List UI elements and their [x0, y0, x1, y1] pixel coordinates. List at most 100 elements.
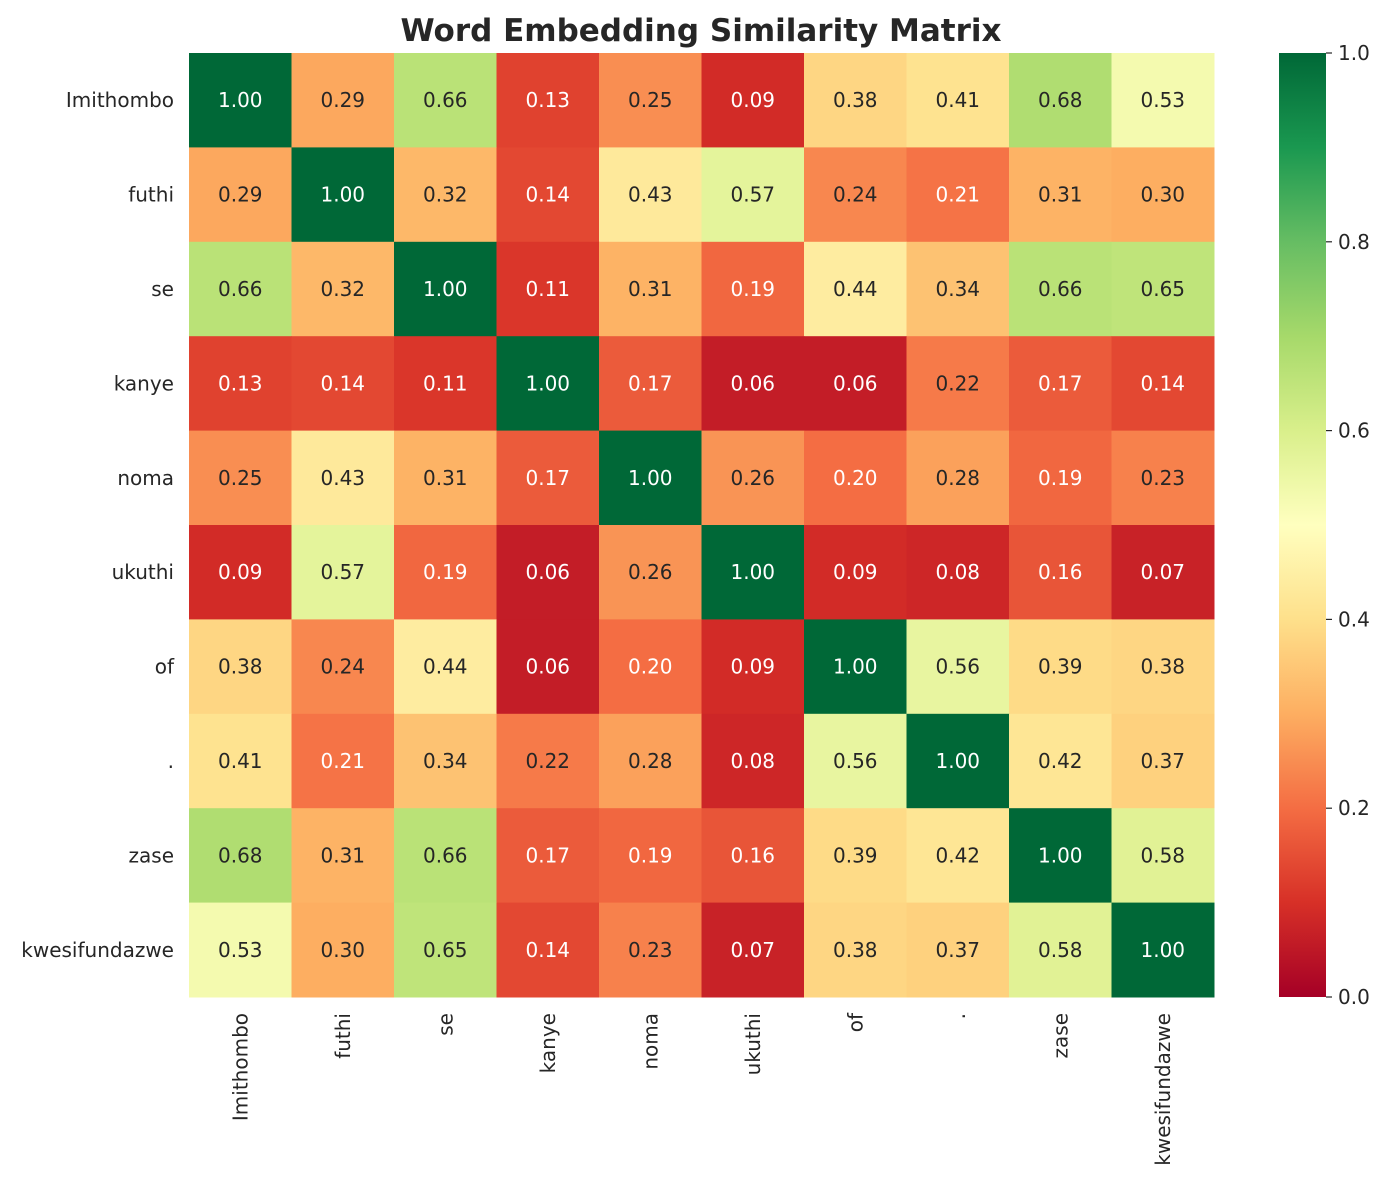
cell-value-label: 1.00 [218, 88, 263, 112]
heatmap-cell [291, 808, 395, 904]
cell-value-label: 0.31 [423, 466, 468, 490]
heatmap-cell [1111, 525, 1215, 620]
cell-value-label: 0.38 [218, 655, 263, 679]
cell-value-label: 0.38 [833, 88, 878, 112]
cell-value-label: 0.13 [218, 371, 263, 395]
cell-value-label: 0.19 [1038, 466, 1083, 490]
heatmap-cell [599, 808, 702, 904]
heatmap-cell [804, 808, 907, 904]
cell-value-label: 0.66 [423, 843, 468, 867]
heatmap-cell [1009, 53, 1112, 148]
heatmap-cell [701, 241, 805, 337]
heatmap-cell [906, 713, 1010, 809]
heatmap-cell [906, 53, 1010, 148]
heatmap-cell [1111, 619, 1215, 715]
heatmap-cell [394, 147, 497, 243]
column-tick-label: ukuthi [741, 1013, 765, 1075]
cell-value-label: 0.57 [730, 183, 775, 207]
heatmap-cell [1111, 808, 1215, 904]
heatmap-cell [189, 902, 292, 998]
cell-value-label: 0.42 [1038, 749, 1083, 773]
column-tick-label: se [433, 1013, 457, 1036]
cell-value-label: 0.17 [525, 843, 570, 867]
cell-value-label: 0.32 [423, 183, 468, 207]
heatmap-cell [291, 241, 395, 337]
heatmap-cell [189, 241, 292, 337]
cell-value-label: 0.11 [525, 277, 570, 301]
heatmap-cell [189, 619, 292, 715]
cell-value-label: 1.00 [423, 277, 468, 301]
cell-value-label: 0.16 [1038, 560, 1083, 584]
heatmap-cell [394, 808, 497, 904]
cell-value-label: 0.14 [1140, 371, 1185, 395]
cell-value-label: 0.06 [525, 655, 570, 679]
colorbar-tick-label: 0.4 [1338, 607, 1370, 631]
heatmap-cell [1009, 241, 1112, 337]
heatmap-cell [1111, 147, 1215, 243]
heatmap-cell [291, 619, 395, 715]
heatmap-cell [394, 713, 497, 809]
heatmap-cell [291, 147, 395, 243]
heatmap-cell [496, 336, 600, 432]
cell-value-label: 1.00 [320, 183, 365, 207]
row-tick-label: kanye [114, 371, 174, 395]
cell-value-label: 0.38 [833, 938, 878, 962]
cell-value-label: 1.00 [935, 749, 980, 773]
cell-value-label: 0.06 [730, 371, 775, 395]
cell-value-label: 0.39 [833, 843, 878, 867]
heatmap-cell [1009, 713, 1112, 809]
heatmap-cell [804, 619, 907, 715]
cell-value-label: 0.09 [730, 655, 775, 679]
row-tick-labels: Imithombo futhi se kanye noma ukuthi of. zase kw… [21, 88, 175, 962]
heatmap-cell [599, 525, 702, 620]
heatmap-cell [906, 147, 1010, 243]
heatmap-cell [906, 808, 1010, 904]
cell-value-label: 1.00 [833, 655, 878, 679]
heatmap-cell [701, 902, 805, 998]
cell-value-label: 0.39 [1038, 655, 1083, 679]
heatmap-cell [291, 525, 395, 620]
heatmap-cell [1111, 241, 1215, 337]
cell-value-label: 0.42 [935, 843, 980, 867]
heatmap-cell [1009, 902, 1112, 998]
cell-value-label: 0.29 [320, 88, 365, 112]
row-tick-label: noma [117, 466, 174, 490]
cell-value-label: 0.19 [730, 277, 775, 301]
cell-value-label: 0.68 [1038, 88, 1083, 112]
heatmap-cell [1009, 619, 1112, 715]
cell-value-label: 0.23 [1140, 466, 1185, 490]
heatmap-cell [291, 53, 395, 148]
heatmap-cell [804, 241, 907, 337]
cell-value-label: 0.31 [320, 843, 365, 867]
cell-value-label: 0.24 [320, 655, 365, 679]
heatmap-cell [189, 525, 292, 620]
cell-value-label: 0.32 [320, 277, 365, 301]
cell-value-label: 1.00 [525, 371, 570, 395]
heatmap-cell [394, 53, 497, 148]
cell-value-label: 0.44 [423, 655, 468, 679]
cell-value-label: 0.56 [935, 655, 980, 679]
cell-value-label: 0.31 [1038, 183, 1083, 207]
heatmap-cell [599, 430, 702, 526]
cell-value-label: 0.14 [320, 371, 365, 395]
heatmap-cell [496, 525, 600, 620]
cell-value-label: 0.57 [320, 560, 365, 584]
cell-value-label: 0.06 [833, 371, 878, 395]
heatmap-cell [906, 430, 1010, 526]
heatmap-cell [189, 430, 292, 526]
heatmap-cell [291, 713, 395, 809]
cell-value-label: 0.34 [423, 749, 468, 773]
cell-value-label: 0.41 [935, 88, 980, 112]
heatmap-cell [496, 147, 600, 243]
heatmap-cell [394, 241, 497, 337]
heatmap-cell [1009, 336, 1112, 432]
cell-value-label: 0.58 [1038, 938, 1083, 962]
colorbar [1279, 53, 1326, 997]
colorbar-tick-labels: 0.0 0.2 0.4 0.6 0.8 1.0 [1326, 41, 1370, 1009]
cell-value-label: 0.14 [525, 183, 570, 207]
colorbar-gradient [1279, 53, 1326, 997]
cell-value-label: 0.08 [935, 560, 980, 584]
column-tick-labels: Imithombo futhi se kanye noma ukuthi of. zase kw… [228, 1012, 1175, 1166]
cell-value-label: 0.17 [628, 371, 673, 395]
cell-value-label: 0.23 [628, 938, 673, 962]
